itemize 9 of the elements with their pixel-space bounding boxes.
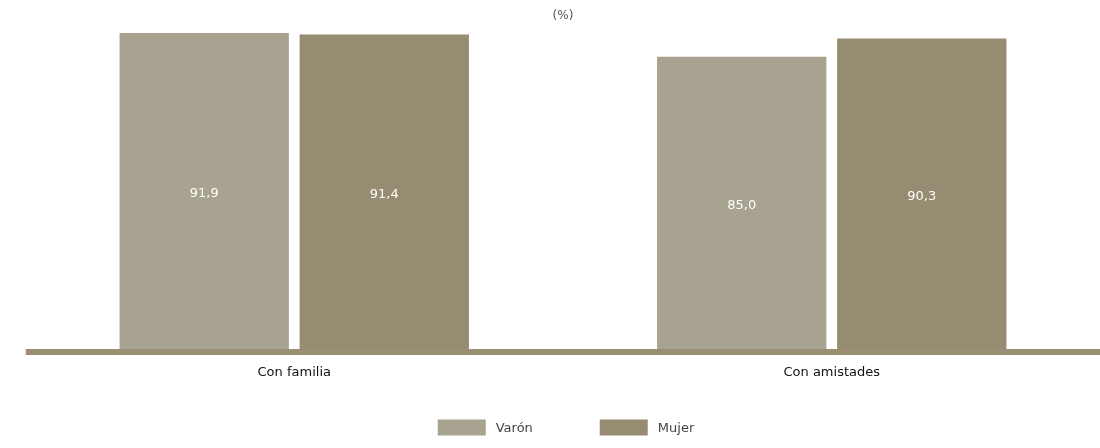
data-label: 91,4 <box>369 185 399 201</box>
x-tick-label: Con familia <box>257 364 331 380</box>
legend-label: Varón <box>495 419 533 435</box>
chart-title: (%) <box>552 7 574 22</box>
x-tick-label: Con amistades <box>783 364 881 380</box>
data-label: 90,3 <box>907 187 937 203</box>
legend-label: Mujer <box>657 419 695 435</box>
data-label: 91,9 <box>189 185 219 200</box>
data-label: 85,0 <box>727 196 757 212</box>
